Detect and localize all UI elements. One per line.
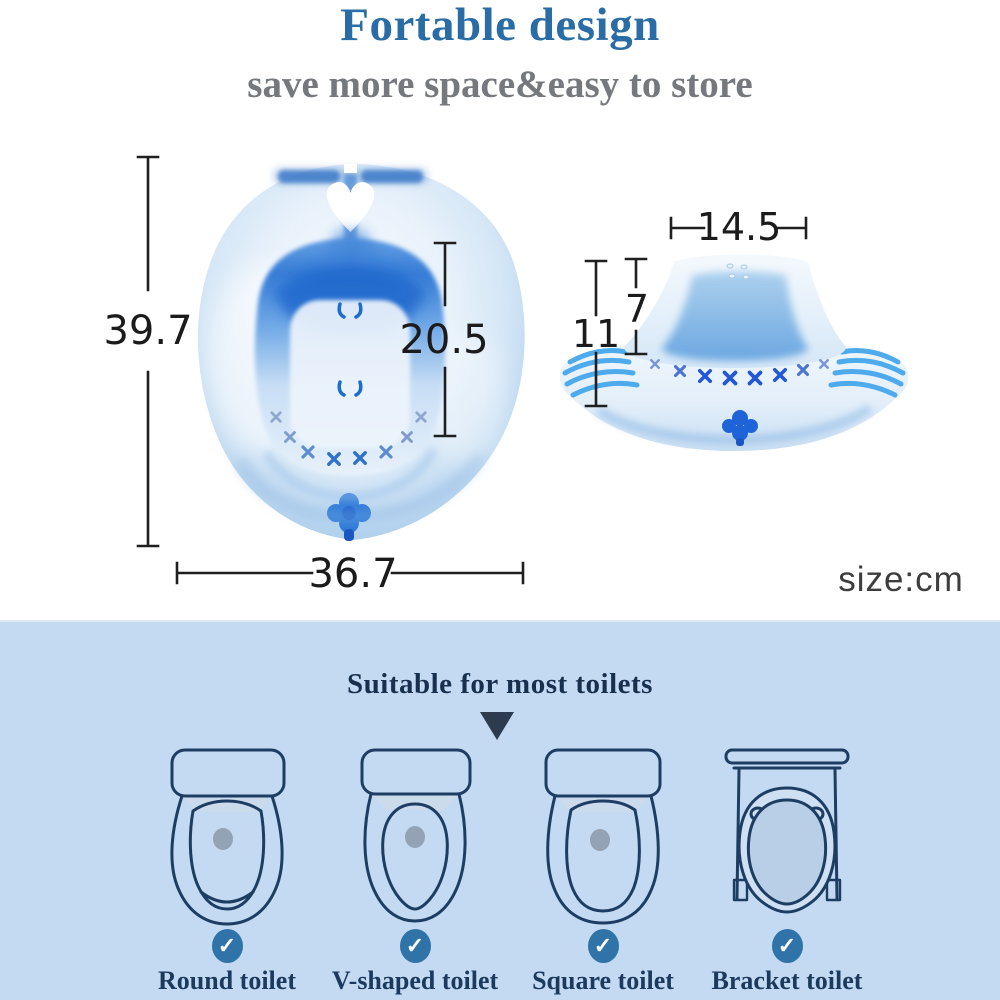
suitability-heading: Suitable for most toilets	[347, 668, 653, 700]
side-clover-knob	[722, 410, 758, 446]
checkmark-icon: ✓	[217, 933, 237, 958]
dim-side-width-label: 14.5	[696, 205, 782, 249]
dim-top-width-label: 36.7	[308, 551, 398, 597]
dim-side-total-height-label: 11	[571, 312, 621, 356]
round-toilet-illustration	[170, 748, 286, 926]
down-arrow-icon	[480, 712, 514, 740]
dim-side-upper-height-label: 7	[624, 287, 650, 331]
bowl-floor	[290, 300, 410, 448]
square-toilet-illustration	[544, 748, 662, 925]
page-subtitle: save more space&easy to store	[247, 63, 753, 106]
check-badge: ✓	[211, 929, 243, 963]
dome-vent-dots	[726, 263, 750, 280]
toilet-label: Round toilet	[158, 966, 296, 995]
right-wing-ridges	[828, 347, 906, 398]
toilet-card-v-shaped: ✓ V-shaped toilet	[320, 748, 510, 996]
bowl-tick-marks	[337, 302, 363, 397]
brim	[559, 335, 909, 451]
check-badge: ✓	[587, 929, 619, 963]
heart-cutout-icon	[326, 182, 375, 232]
dome-face	[662, 271, 808, 361]
toilet-label: V-shaped toilet	[331, 966, 499, 995]
toilet-label: Square toilet	[532, 966, 674, 995]
toilet-card-square: ✓ Square toilet	[508, 748, 698, 996]
toilet-label: Bracket toilet	[711, 966, 863, 995]
dim-top-height-label: 39.7	[103, 308, 193, 354]
page-title: Fortable design	[340, 0, 660, 51]
check-badge: ✓	[771, 929, 803, 963]
checkmark-icon: ✓	[593, 933, 613, 958]
toilet-card-bracket: ✓ Bracket toilet	[692, 748, 882, 996]
bracket-toilet-illustration	[724, 748, 850, 914]
check-badge: ✓	[399, 929, 431, 963]
checkmark-icon: ✓	[777, 933, 797, 958]
size-unit-label: size:cm	[838, 560, 964, 599]
checkmark-icon: ✓	[405, 933, 425, 958]
dim-inner-length-label: 20.5	[399, 317, 489, 363]
v-shaped-toilet-illustration	[360, 748, 472, 923]
suitability-panel	[0, 620, 1000, 1000]
toilet-card-round: ✓ Round toilet	[132, 748, 322, 996]
